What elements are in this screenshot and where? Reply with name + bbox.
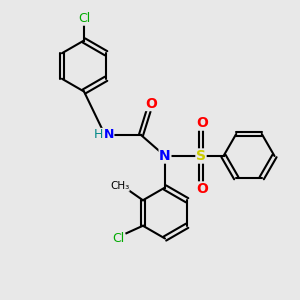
Text: S: S xyxy=(196,149,206,163)
Text: O: O xyxy=(196,116,208,130)
Text: N: N xyxy=(103,128,114,142)
Text: N: N xyxy=(159,149,171,163)
Text: Cl: Cl xyxy=(112,232,124,245)
Text: H: H xyxy=(94,128,103,142)
Text: O: O xyxy=(146,97,158,110)
Text: O: O xyxy=(196,182,208,196)
Text: Cl: Cl xyxy=(78,12,90,25)
Text: CH₃: CH₃ xyxy=(110,181,129,191)
